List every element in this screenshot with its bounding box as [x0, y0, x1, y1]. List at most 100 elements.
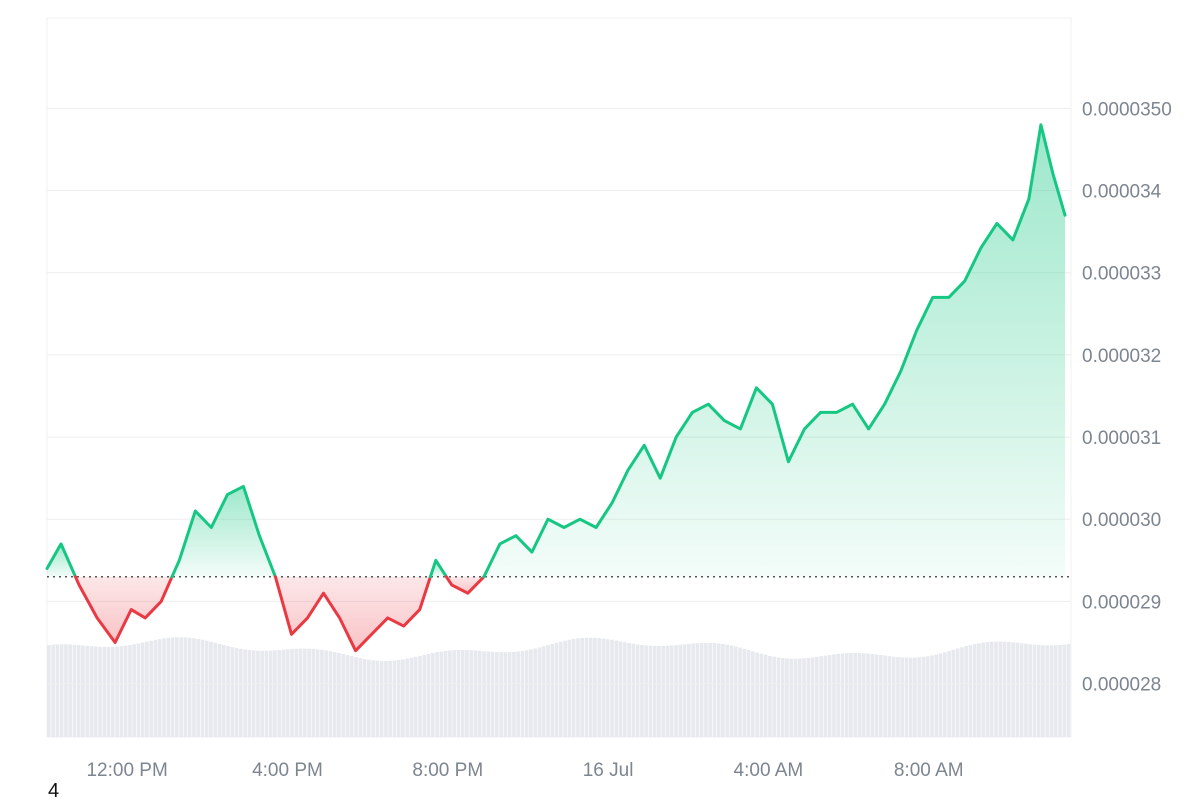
volume-bar	[303, 648, 307, 737]
volume-bar	[456, 650, 461, 737]
volume-bar	[85, 645, 90, 737]
volume-bar	[345, 655, 350, 737]
volume-bar	[499, 652, 503, 737]
y-tick-label: 0.000031	[1082, 428, 1161, 449]
volume-bar	[1066, 644, 1071, 737]
volume-bar	[239, 648, 243, 737]
volume-bar	[243, 649, 247, 737]
volume-bar	[716, 643, 721, 737]
volume-bar	[687, 643, 691, 737]
y-axis-labels: 0.000028 0.000029 0.000030 0.000031 0.000032…	[1082, 99, 1172, 695]
volume-bar	[913, 657, 917, 737]
volume-bar	[785, 658, 789, 737]
volume-bar	[1015, 642, 1020, 737]
volume-bar	[448, 650, 452, 737]
volume-bar	[657, 646, 661, 737]
volume-bar	[349, 656, 354, 737]
volume-bar	[1032, 644, 1037, 737]
area-below-baseline	[275, 576, 431, 651]
volume-bar	[89, 646, 94, 737]
volume-bar	[994, 641, 998, 737]
volume-bar	[810, 657, 815, 737]
volume-bar	[887, 656, 892, 737]
volume-bar	[409, 657, 414, 737]
volume-bar	[610, 639, 614, 737]
volume-bar	[955, 648, 960, 737]
volume-bar	[332, 652, 337, 737]
volume-bar	[268, 650, 273, 737]
price-line-up	[428, 558, 448, 579]
volume-bar	[930, 655, 934, 737]
volume-bar	[524, 650, 529, 737]
volume-bar	[401, 659, 405, 737]
volume-bar	[311, 648, 316, 737]
volume-bar	[708, 642, 712, 737]
x-tick-label: 16 Jul	[583, 760, 634, 781]
volume-bar	[418, 655, 422, 737]
volume-bar	[362, 659, 367, 737]
volume-bar	[797, 658, 802, 737]
area-above-baseline	[47, 543, 76, 577]
volume-bar	[576, 638, 580, 737]
volume-bar	[209, 641, 213, 737]
volume-bar	[503, 652, 508, 737]
volume-bar	[665, 645, 670, 737]
volume-bar	[132, 644, 136, 737]
volume-bar	[426, 653, 431, 737]
price-line-down	[273, 575, 432, 653]
volume-bar	[192, 638, 196, 737]
volume-bar	[354, 657, 358, 737]
y-tick-label: 0.000033	[1082, 264, 1161, 285]
volume-bar	[742, 648, 747, 737]
volume-bar	[507, 652, 512, 737]
volume-bar	[128, 645, 132, 737]
volume-bar	[644, 645, 648, 737]
price-line-down	[444, 575, 486, 595]
volume-bar	[226, 646, 230, 737]
volume-bar	[465, 650, 469, 737]
volume-bar	[733, 646, 738, 737]
volume-bar	[780, 658, 785, 737]
volume-bar	[699, 643, 704, 737]
volume-bar	[371, 660, 375, 737]
volume-bar	[567, 639, 572, 737]
volume-bar	[170, 637, 175, 737]
volume-bar	[1062, 644, 1067, 737]
volume-bar	[584, 637, 589, 737]
volume-bar	[516, 651, 520, 737]
volume-bar	[392, 660, 397, 737]
volume-bar	[823, 655, 828, 737]
y-tick-label: 0.000029	[1082, 592, 1161, 613]
volume-bar	[669, 645, 674, 737]
volume-bar	[827, 655, 832, 737]
volume-bar	[495, 652, 499, 737]
volume-bar	[1007, 641, 1011, 737]
volume-bar	[866, 653, 870, 737]
volume-bar	[512, 651, 516, 737]
volume-bar	[648, 645, 653, 737]
volume-bar	[533, 648, 538, 737]
y-tick-label: 0.000034	[1082, 182, 1162, 203]
volume-bar	[59, 644, 64, 737]
volume-bar	[384, 661, 388, 737]
volume-bar	[614, 640, 619, 737]
volume-bar	[431, 653, 435, 737]
volume-bars	[47, 637, 1071, 737]
volume-bar	[294, 648, 299, 737]
volume-bar	[763, 654, 768, 737]
volume-bar	[802, 658, 806, 737]
volume-bar	[285, 649, 290, 737]
volume-bar	[840, 653, 845, 737]
volume-bar	[157, 639, 162, 737]
volume-bar	[849, 653, 853, 737]
volume-bar	[136, 643, 141, 737]
volume-bar	[452, 650, 456, 737]
volume-bar	[891, 656, 896, 737]
volume-bar	[746, 650, 751, 737]
volume-bar	[751, 651, 755, 737]
volume-bar	[721, 644, 725, 737]
volume-bar	[857, 653, 862, 737]
volume-bar	[256, 650, 260, 737]
x-tick-label: 4:00 AM	[734, 760, 804, 781]
volume-bar	[166, 637, 171, 737]
